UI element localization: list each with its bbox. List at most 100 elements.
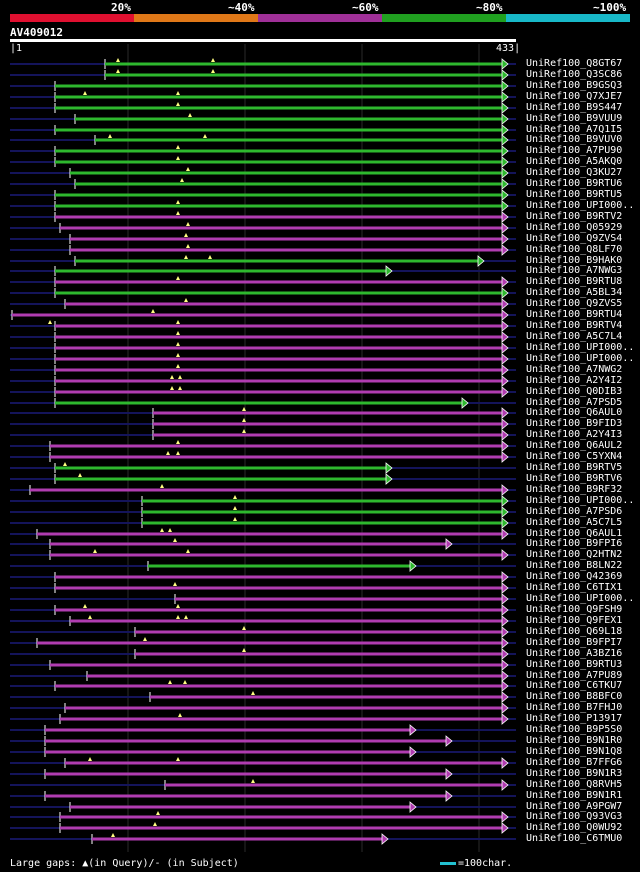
hit-label[interactable]: UniRef100_Q8GT67: [526, 58, 623, 69]
hit-label[interactable]: UniRef100_Q8LF70: [526, 244, 623, 255]
hit-arrow: [501, 113, 509, 125]
hit-label[interactable]: UniRef100_A7NWG3: [526, 265, 623, 276]
hit-label[interactable]: UniRef100_A9PGW7: [526, 801, 623, 812]
hit-label[interactable]: UniRef100_B9S447: [526, 102, 623, 113]
ruler-end-label: 433|: [496, 43, 521, 54]
hit-label[interactable]: UniRef100_B9RTV4: [526, 320, 623, 331]
hit-label[interactable]: UniRef100_A2Y4I2: [526, 375, 623, 386]
hit-label[interactable]: UniRef100_UPI000..: [526, 495, 635, 506]
hit-label[interactable]: UniRef100_B9N1R0: [526, 735, 623, 746]
hit-label[interactable]: UniRef100_Q6AUL1: [526, 528, 623, 539]
query-gap-marker: [176, 91, 180, 95]
hit-label[interactable]: UniRef100_C6TMU0: [526, 833, 623, 844]
hit-label[interactable]: UniRef100_Q3KU27: [526, 167, 623, 178]
query-gap-marker: [83, 91, 87, 95]
hit-arrow: [501, 691, 509, 703]
hit-label[interactable]: UniRef100_Q8RVH5: [526, 779, 623, 790]
footer-legend: Large gaps: ▲(in Query)/- (in Subject): [10, 858, 239, 869]
hit-label[interactable]: UniRef100_C6TIX1: [526, 582, 623, 593]
query-gap-marker: [78, 473, 82, 477]
query-gap-marker: [88, 757, 92, 761]
hit-label[interactable]: UniRef100_C6TKU7: [526, 680, 623, 691]
hit-label[interactable]: UniRef100_A7PSD6: [526, 506, 623, 517]
hit-arrow: [501, 134, 509, 146]
hit-label[interactable]: UniRef100_Q0DIB3: [526, 386, 623, 397]
hit-arrow: [501, 233, 509, 245]
hit-label[interactable]: UniRef100_B7FHJ0: [526, 702, 623, 713]
hit-label[interactable]: UniRef100_B9RTU4: [526, 309, 623, 320]
hit-label[interactable]: UniRef100_B8BFC0: [526, 691, 623, 702]
hit-label[interactable]: UniRef100_P13917: [526, 713, 623, 724]
hit-label[interactable]: UniRef100_UPI000..: [526, 200, 635, 211]
hit-label[interactable]: UniRef100_B9RTU6: [526, 178, 623, 189]
hit-label[interactable]: UniRef100_Q42369: [526, 571, 623, 582]
hit-label[interactable]: UniRef100_B9RTV5: [526, 462, 623, 473]
legend-segment: [10, 14, 134, 22]
hit-label[interactable]: UniRef100_B8LN22: [526, 560, 623, 571]
hit-arrow: [501, 811, 509, 823]
hit-label[interactable]: UniRef100_B9HAK0: [526, 255, 623, 266]
hit-label[interactable]: UniRef100_B9P5S0: [526, 724, 623, 735]
query-gap-marker: [168, 528, 172, 532]
hit-label[interactable]: UniRef100_A7PSD5: [526, 397, 623, 408]
hit-label[interactable]: UniRef100_Q9ZVS4: [526, 233, 623, 244]
hit-arrow: [501, 353, 509, 365]
hit-label[interactable]: UniRef100_B9RTU8: [526, 276, 623, 287]
hit-label[interactable]: UniRef100_Q0WU92: [526, 822, 623, 833]
hit-label[interactable]: UniRef100_Q3SC86: [526, 69, 623, 80]
hit-label[interactable]: UniRef100_A5C7L4: [526, 331, 623, 342]
hit-label[interactable]: UniRef100_B9N1R1: [526, 790, 623, 801]
hit-label[interactable]: UniRef100_Q9FEX1: [526, 615, 623, 626]
hit-label[interactable]: UniRef100_A5BL34: [526, 287, 623, 298]
hit-arrow: [501, 342, 509, 354]
hit-label[interactable]: UniRef100_B9FID3: [526, 418, 623, 429]
hit-label[interactable]: UniRef100_B9GSQ3: [526, 80, 623, 91]
query-gap-marker: [160, 484, 164, 488]
hit-arrow: [501, 495, 509, 507]
hit-arrow: [501, 167, 509, 179]
hit-arrow: [501, 637, 509, 649]
hit-label[interactable]: UniRef100_Q9FSH9: [526, 604, 623, 615]
hit-label[interactable]: UniRef100_Q6AUL2: [526, 440, 623, 451]
hit-label[interactable]: UniRef100_A7PU90: [526, 145, 623, 156]
hit-label[interactable]: UniRef100_B9FPI7: [526, 637, 623, 648]
hit-label[interactable]: UniRef100_Q93VG3: [526, 811, 623, 822]
hit-arrow: [501, 80, 509, 92]
hit-label[interactable]: UniRef100_A3BZ16: [526, 648, 623, 659]
hit-label[interactable]: UniRef100_B9VUV0: [526, 134, 623, 145]
hit-label[interactable]: UniRef100_Q69L18: [526, 626, 623, 637]
hit-label[interactable]: UniRef100_A7NWG2: [526, 364, 623, 375]
hit-label[interactable]: UniRef100_A2Y4I3: [526, 429, 623, 440]
hit-label[interactable]: UniRef100_Q2HTN2: [526, 549, 623, 560]
hit-label[interactable]: UniRef100_UPI000..: [526, 593, 635, 604]
hit-label[interactable]: UniRef100_A7Q1I5: [526, 124, 623, 135]
hit-label[interactable]: UniRef100_A5C7L5: [526, 517, 623, 528]
hit-label[interactable]: UniRef100_Q05929: [526, 222, 623, 233]
query-gap-marker: [170, 375, 174, 379]
hit-label[interactable]: UniRef100_C5YXN4: [526, 451, 623, 462]
hit-label[interactable]: UniRef100_B9RTU3: [526, 659, 623, 670]
query-gap-marker: [176, 200, 180, 204]
query-gap-marker: [170, 386, 174, 390]
hit-label[interactable]: UniRef100_B9FPI6: [526, 538, 623, 549]
hit-label[interactable]: UniRef100_Q7XJE7: [526, 91, 623, 102]
hit-label[interactable]: UniRef100_B9RTV2: [526, 211, 623, 222]
hit-label[interactable]: UniRef100_B7FFG6: [526, 757, 623, 768]
hit-label[interactable]: UniRef100_A7PU89: [526, 670, 623, 681]
hit-label[interactable]: UniRef100_Q6AUL0: [526, 407, 623, 418]
hit-label[interactable]: UniRef100_B9RTV6: [526, 473, 623, 484]
hit-arrow: [501, 517, 509, 529]
hit-label[interactable]: UniRef100_B9RF32: [526, 484, 623, 495]
hit-label[interactable]: UniRef100_B9VUU9: [526, 113, 623, 124]
hit-label[interactable]: UniRef100_B9N1Q8: [526, 746, 623, 757]
query-gap-marker: [173, 582, 177, 586]
hit-label[interactable]: UniRef100_A5AKQ0: [526, 156, 623, 167]
hit-label[interactable]: UniRef100_Q9ZVS5: [526, 298, 623, 309]
hit-label[interactable]: UniRef100_UPI000..: [526, 342, 635, 353]
hit-arrow: [501, 276, 509, 288]
hit-label[interactable]: UniRef100_UPI000..: [526, 353, 635, 364]
hit-label[interactable]: UniRef100_B9RTU5: [526, 189, 623, 200]
query-gap-marker: [176, 757, 180, 761]
hit-label[interactable]: UniRef100_B9N1R3: [526, 768, 623, 779]
hit-arrow: [501, 418, 509, 430]
